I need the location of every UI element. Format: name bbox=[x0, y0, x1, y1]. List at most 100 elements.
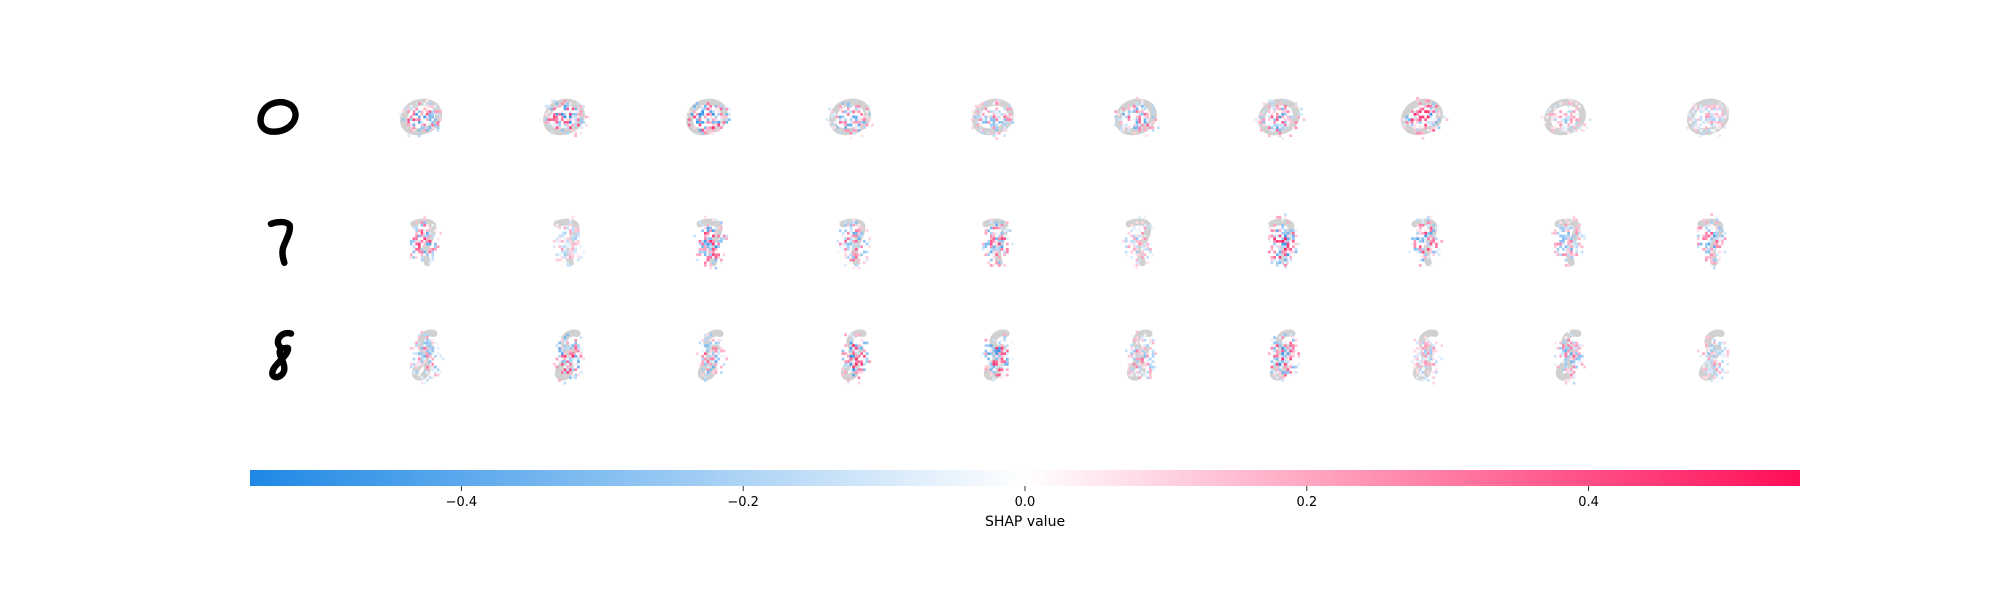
shap-pixel bbox=[841, 373, 845, 377]
shap-pixel bbox=[1710, 357, 1713, 361]
shap-pixel bbox=[1707, 118, 1711, 121]
shap-pixel bbox=[569, 218, 572, 222]
shap-pixel bbox=[1696, 242, 1700, 246]
shap-pixel bbox=[1699, 118, 1703, 121]
shap-pixel bbox=[725, 355, 729, 358]
shap-pixel bbox=[1135, 96, 1139, 100]
shap-pixel bbox=[1003, 107, 1007, 111]
shap-pixel bbox=[1138, 115, 1141, 119]
shap-pixel bbox=[1402, 123, 1406, 127]
shap-pixel bbox=[1707, 234, 1711, 238]
shap-pixel bbox=[698, 242, 702, 246]
shap-pixel bbox=[1003, 129, 1007, 132]
shap-pixel bbox=[563, 365, 567, 369]
shap-pixel bbox=[728, 112, 731, 116]
shap-pixel bbox=[1262, 123, 1266, 127]
shap-pixel bbox=[1289, 107, 1293, 111]
shap-pixel bbox=[1583, 129, 1587, 132]
shap-pixel bbox=[709, 357, 712, 361]
shap-pixel bbox=[577, 373, 580, 377]
shap-pixel bbox=[1435, 368, 1438, 372]
shap-pixel bbox=[1707, 115, 1711, 119]
shap-pixel bbox=[976, 115, 980, 119]
shap-pixel bbox=[973, 115, 977, 119]
shap-pixel bbox=[849, 131, 853, 135]
shap-pixel bbox=[1416, 121, 1419, 124]
shap-pixel bbox=[1435, 363, 1438, 366]
shap-pixel bbox=[1424, 336, 1427, 339]
shap-pixel bbox=[998, 234, 1001, 238]
shap-pixel bbox=[1707, 368, 1711, 372]
shap-pixel bbox=[701, 115, 704, 119]
shap-pixel bbox=[1421, 357, 1425, 361]
shap-pixel bbox=[703, 344, 707, 347]
shap-pixel bbox=[1138, 258, 1141, 262]
shap-pixel bbox=[1559, 129, 1562, 132]
shap-pixel bbox=[706, 107, 710, 111]
shap-pixel bbox=[436, 129, 440, 132]
shap-pixel bbox=[863, 126, 866, 130]
shap-pixel bbox=[1138, 355, 1141, 358]
shap-pixel bbox=[574, 349, 578, 353]
shap-pixel bbox=[973, 104, 977, 108]
shap-pixel bbox=[407, 134, 410, 138]
shap-pixel bbox=[1289, 250, 1293, 254]
shap-pixel bbox=[849, 341, 853, 345]
shap-pixel bbox=[439, 118, 443, 121]
shap-pixel bbox=[1707, 240, 1711, 243]
shap-pixel bbox=[1273, 344, 1276, 347]
shap-pixel bbox=[857, 368, 861, 372]
shap-pixel bbox=[1132, 371, 1136, 374]
shap-pixel bbox=[1435, 371, 1438, 374]
shap-pixel bbox=[1424, 231, 1427, 235]
shap-pixel bbox=[1710, 223, 1713, 227]
shap-pixel bbox=[1416, 363, 1419, 366]
shap-pixel bbox=[1281, 352, 1284, 355]
shap-pixel bbox=[868, 104, 872, 108]
shap-pixel bbox=[436, 112, 440, 116]
shap-pixel bbox=[579, 104, 583, 108]
shap-pixel bbox=[992, 363, 996, 366]
shap-pixel bbox=[1570, 240, 1573, 243]
shap-pixel bbox=[415, 102, 418, 105]
shap-pixel bbox=[722, 121, 726, 124]
shap-pixel bbox=[417, 346, 421, 350]
shap-pixel bbox=[420, 110, 424, 113]
shap-pixel bbox=[1000, 240, 1004, 243]
shap-pixel bbox=[1416, 129, 1419, 132]
shap-pixel bbox=[846, 360, 850, 364]
shap-pixel bbox=[1561, 368, 1565, 372]
shap-pixel bbox=[1418, 373, 1422, 377]
shap-pixel bbox=[1556, 250, 1560, 254]
shap-pixel bbox=[431, 341, 435, 345]
shap-pixel bbox=[987, 131, 990, 135]
shap-pixel bbox=[1278, 253, 1282, 257]
shap-pixel bbox=[1278, 344, 1282, 347]
shap-pixel bbox=[1427, 112, 1430, 116]
shap-pixel bbox=[560, 234, 564, 238]
shap-pixel bbox=[1000, 344, 1004, 347]
shap-pixel bbox=[1127, 104, 1131, 108]
shap-pixel bbox=[423, 231, 426, 235]
shap-pixel bbox=[701, 112, 704, 116]
shap-pixel bbox=[1124, 250, 1128, 254]
shap-pixel bbox=[1561, 248, 1565, 251]
shap-pixel bbox=[1572, 357, 1576, 361]
shap-pixel bbox=[706, 373, 710, 377]
shap-pixel bbox=[558, 341, 561, 345]
shap-pixel bbox=[1294, 102, 1298, 105]
shap-pixel bbox=[855, 229, 858, 232]
shap-pixel bbox=[1435, 245, 1438, 249]
shap-pixel bbox=[1721, 104, 1724, 108]
shap-pixel bbox=[415, 240, 418, 243]
shap-pixel bbox=[555, 357, 559, 361]
shap-pixel bbox=[566, 104, 569, 108]
shap-pixel bbox=[1570, 371, 1573, 374]
shap-pixel bbox=[577, 344, 580, 347]
shap-pixel bbox=[709, 360, 712, 364]
shap-pixel bbox=[703, 245, 707, 249]
shap-pixel bbox=[1559, 126, 1562, 130]
shap-pixel bbox=[431, 126, 435, 130]
shap-explanation-image bbox=[1540, 96, 1592, 136]
original-image-digit-0 bbox=[257, 99, 299, 135]
